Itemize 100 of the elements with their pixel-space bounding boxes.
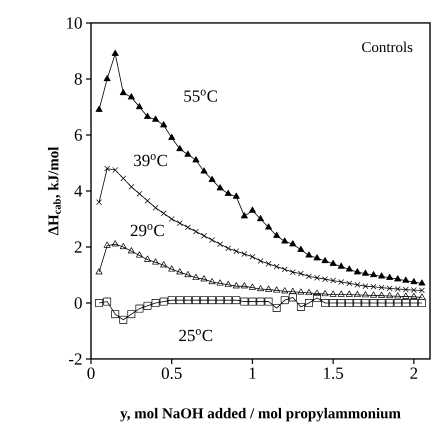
point (338, 290, 345, 297)
point (305, 251, 312, 258)
point (353, 299, 362, 307)
point (120, 243, 127, 250)
point (152, 204, 158, 211)
point (104, 75, 111, 82)
point (346, 265, 353, 272)
point (273, 286, 280, 293)
point (217, 241, 224, 248)
point (297, 246, 304, 252)
point (152, 116, 160, 122)
point (386, 286, 393, 292)
point (378, 272, 386, 279)
y-axis-title: ΔH$_{cab}$, kJ/mol (48, 146, 61, 236)
point (248, 298, 256, 306)
point (314, 254, 320, 260)
y-tick-label: -2 (69, 353, 82, 365)
point (144, 112, 151, 119)
point (152, 258, 160, 265)
series-label: 25$^{o}$C (179, 329, 212, 342)
point (304, 299, 313, 307)
point (224, 296, 232, 304)
point (200, 167, 208, 174)
point (176, 268, 184, 274)
point (144, 256, 151, 262)
point (378, 284, 384, 290)
x-tick-label: 2 (410, 368, 418, 379)
point (103, 298, 112, 306)
point (184, 271, 192, 278)
point (168, 296, 176, 304)
point (362, 270, 369, 276)
point (330, 278, 336, 284)
point (386, 274, 394, 280)
point (290, 269, 296, 276)
point (209, 237, 215, 243)
point (288, 293, 297, 302)
point (240, 298, 248, 306)
point (378, 299, 386, 307)
point (127, 310, 136, 318)
y-tick-label: 10 (67, 17, 82, 29)
point (160, 210, 167, 216)
point (208, 296, 216, 304)
point (152, 299, 160, 307)
point (119, 316, 128, 324)
point (282, 266, 288, 272)
point (128, 247, 135, 254)
point (136, 103, 143, 110)
point (184, 150, 192, 157)
point (402, 299, 410, 307)
point (176, 145, 184, 152)
point (289, 240, 296, 246)
point (208, 278, 216, 284)
point (258, 258, 264, 264)
point (201, 232, 207, 239)
point (322, 276, 328, 282)
point (354, 290, 361, 298)
point (95, 299, 104, 307)
point (338, 279, 344, 285)
point (402, 276, 410, 283)
point (265, 223, 272, 230)
point (193, 228, 199, 234)
x-axis-title: y, mol NaOH added / mol propylammonium (120, 408, 401, 422)
point (394, 292, 402, 298)
point (168, 265, 176, 272)
point (256, 298, 264, 306)
point (240, 212, 248, 218)
y-tick-label: 6 (74, 129, 82, 141)
point (354, 282, 360, 288)
point (216, 296, 224, 304)
point (192, 296, 200, 304)
point (224, 280, 232, 287)
point (184, 224, 191, 230)
point (370, 291, 377, 298)
point (232, 192, 240, 199)
point (176, 220, 183, 226)
point (354, 268, 361, 274)
point (394, 275, 402, 282)
point (144, 198, 150, 204)
point (314, 290, 320, 296)
point (200, 275, 208, 282)
point (104, 166, 110, 172)
point (330, 290, 337, 297)
y-tick-label: 2 (74, 241, 82, 253)
point (394, 299, 402, 307)
point (345, 299, 354, 307)
point (216, 279, 224, 286)
point (394, 286, 401, 292)
point (104, 242, 111, 248)
point (272, 304, 281, 312)
point (321, 299, 330, 307)
point (329, 299, 338, 307)
point (386, 292, 394, 298)
point (257, 285, 264, 292)
y-tick-label: 8 (74, 73, 82, 85)
series-label: 29$^{o}$C (130, 224, 164, 236)
point (112, 240, 119, 246)
point (297, 288, 304, 294)
point (361, 299, 370, 307)
point (264, 298, 273, 306)
point (322, 290, 329, 296)
